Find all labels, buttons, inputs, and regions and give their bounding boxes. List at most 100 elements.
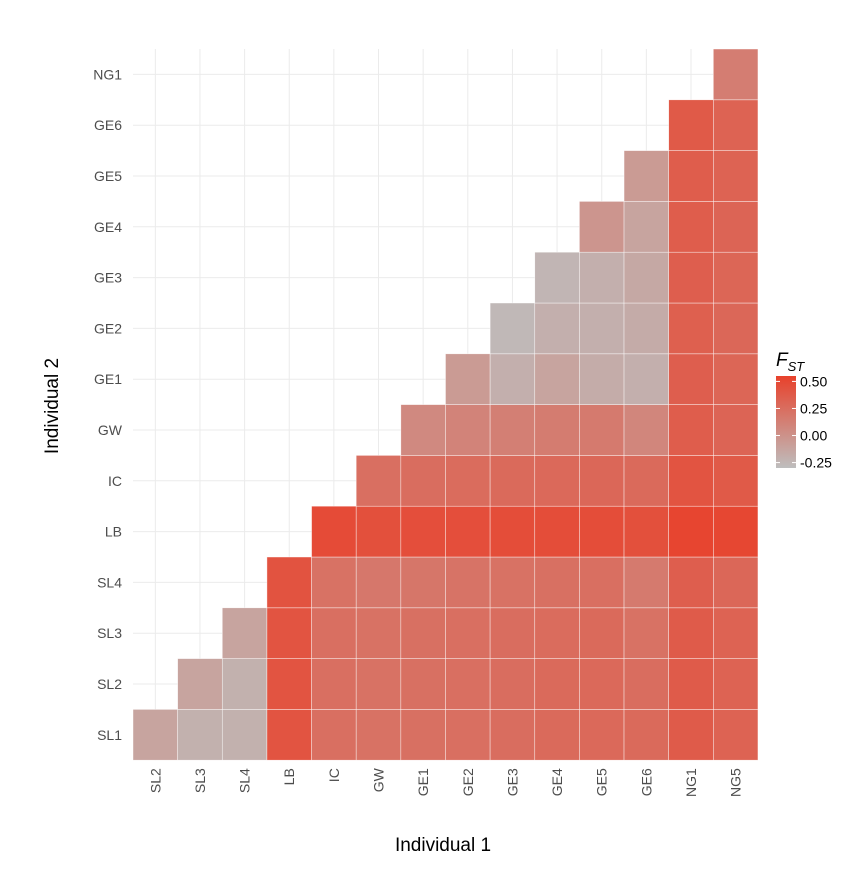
heat-tile-ge5-lb xyxy=(579,505,625,558)
heat-tile-ng1-ge4 xyxy=(668,201,714,253)
x-tick-label: GE4 xyxy=(549,768,565,796)
heat-tile-ge3-gw xyxy=(489,404,536,456)
heat-tile-ge5-ic xyxy=(579,455,625,507)
heat-tile-ge1-sl4 xyxy=(400,556,446,609)
heat-tile-sl4-sl3 xyxy=(221,607,268,659)
heat-tile-ic-sl1 xyxy=(311,709,357,761)
heat-tile-ge6-ge5 xyxy=(623,150,669,202)
heat-tile-ge3-sl2 xyxy=(489,658,536,710)
heat-tile-ng1-gw xyxy=(668,404,714,456)
heat-tile-ge4-sl4 xyxy=(534,556,580,609)
heat-tile-ge6-ge2 xyxy=(623,302,669,355)
heat-tile-ng1-sl3 xyxy=(668,607,714,659)
heat-tile-ge5-sl2 xyxy=(579,658,625,710)
heat-tile-ge1-ic xyxy=(400,455,446,507)
heat-tile-ng1-lb xyxy=(668,505,714,558)
heat-tile-ge6-sl3 xyxy=(623,607,669,659)
y-tick-label: SL4 xyxy=(97,574,122,590)
heat-tile-ge3-ic xyxy=(489,455,536,507)
heat-tile-ge4-ge1 xyxy=(534,353,580,405)
heat-tile-lb-sl3 xyxy=(266,607,312,659)
heat-tile-ic-sl3 xyxy=(311,607,357,659)
heat-tile-ng5-lb xyxy=(713,505,759,558)
heat-tile-ng5-ic xyxy=(713,455,759,507)
heat-tile-ge6-gw xyxy=(623,404,669,456)
heat-tile-ge5-ge2 xyxy=(579,302,625,355)
heat-tile-gw-ic xyxy=(355,455,402,507)
heat-tile-ge4-gw xyxy=(534,404,580,456)
heat-tile-ge6-ge3 xyxy=(623,251,669,304)
y-tick-label: LB xyxy=(105,524,122,540)
heat-tile-ng5-sl2 xyxy=(713,658,759,710)
x-tick-label: NG5 xyxy=(728,768,744,797)
legend-break-label: 0.50 xyxy=(800,373,827,389)
heat-tile-ge4-lb xyxy=(534,505,580,558)
y-tick-label: GW xyxy=(98,422,123,438)
heat-tile-ge2-gw xyxy=(445,404,491,456)
y-axis-title: Individual 2 xyxy=(42,358,63,454)
heat-tile-ge6-sl2 xyxy=(623,658,669,710)
heat-tile-ge3-ge2 xyxy=(489,302,536,355)
heat-tile-ge6-lb xyxy=(623,505,669,558)
heat-tile-ng5-ge3 xyxy=(713,251,759,304)
heat-tile-gw-sl1 xyxy=(355,709,402,761)
x-tick-label: GE1 xyxy=(415,768,431,796)
heat-tile-ge2-ge1 xyxy=(445,353,491,405)
heat-tile-ge3-sl4 xyxy=(489,556,536,609)
heat-tile-gw-sl2 xyxy=(355,658,402,710)
legend-break-label: -0.25 xyxy=(800,455,832,471)
heat-tile-ge6-sl1 xyxy=(623,709,669,761)
heat-tile-ge6-ic xyxy=(623,455,669,507)
heat-tile-lb-sl2 xyxy=(266,658,312,710)
heat-tile-ic-lb xyxy=(311,505,357,558)
x-tick-label: SL2 xyxy=(147,768,163,793)
x-tick-label: GW xyxy=(371,767,387,792)
x-tick-label: GE2 xyxy=(460,768,476,796)
heat-tile-ge5-gw xyxy=(579,404,625,456)
x-tick-label: LB xyxy=(281,768,297,785)
heat-tile-ng1-sl2 xyxy=(668,658,714,710)
heat-tile-ge2-sl2 xyxy=(445,658,491,710)
legend-labels: 0.50 0.25 0.00 -0.25 xyxy=(776,373,832,471)
legend-break-label: 0.25 xyxy=(800,400,827,416)
heat-tile-ge3-sl3 xyxy=(489,607,536,659)
y-tick-label: NG1 xyxy=(93,66,122,82)
y-tick-label: GE6 xyxy=(94,117,122,133)
heat-tile-ge2-lb xyxy=(445,505,491,558)
heat-tile-ge5-sl3 xyxy=(579,607,625,659)
heat-tile-ge4-ge2 xyxy=(534,302,580,355)
x-tick-label: GE5 xyxy=(594,768,610,796)
heat-tile-ng1-ic xyxy=(668,455,714,507)
heatmap-tiles xyxy=(132,48,759,761)
x-tick-label: IC xyxy=(326,768,342,782)
heat-tile-lb-sl1 xyxy=(266,709,312,761)
heat-tile-ge4-sl3 xyxy=(534,607,580,659)
heat-tile-ge4-sl2 xyxy=(534,658,580,710)
heat-tile-ge4-ic xyxy=(534,455,580,507)
heat-tile-ng5-ng1 xyxy=(713,48,759,101)
heat-tile-ic-sl2 xyxy=(311,658,357,710)
heat-tile-ng5-ge2 xyxy=(713,302,759,355)
heat-tile-ge5-ge4 xyxy=(579,201,625,253)
heat-tile-ge4-ge3 xyxy=(534,251,580,304)
y-tick-label: SL3 xyxy=(97,625,122,641)
heat-tile-gw-sl4 xyxy=(355,556,402,609)
heat-tile-ge2-ic xyxy=(445,455,491,507)
legend-title-main: F xyxy=(776,350,789,371)
heat-tile-ge2-sl3 xyxy=(445,607,491,659)
heat-tile-ge5-ge3 xyxy=(579,251,625,304)
heat-tile-ge2-sl1 xyxy=(445,709,491,761)
heat-tile-ng1-ge2 xyxy=(668,302,714,355)
heat-tile-ge5-sl4 xyxy=(579,556,625,609)
heat-tile-ng5-sl3 xyxy=(713,607,759,659)
x-tick-label: SL4 xyxy=(237,768,253,793)
heat-tile-ng1-sl4 xyxy=(668,556,714,609)
heat-tile-ng1-ge3 xyxy=(668,251,714,304)
heat-tile-ge6-ge4 xyxy=(623,201,669,253)
heat-tile-ge3-sl1 xyxy=(489,709,536,761)
heat-tile-gw-sl3 xyxy=(355,607,402,659)
legend-title-subscript: ST xyxy=(788,359,806,374)
heat-tile-ng5-sl1 xyxy=(713,709,759,761)
y-tick-label: GE4 xyxy=(94,219,122,235)
